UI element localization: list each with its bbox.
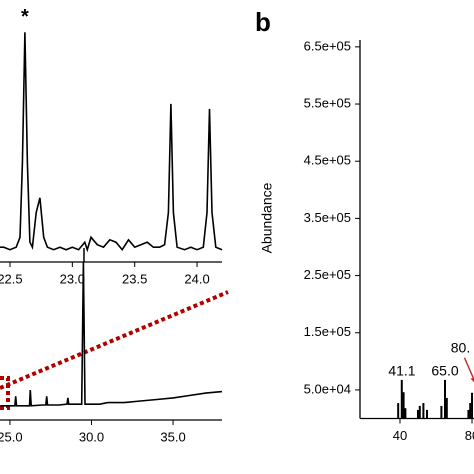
bar (440, 405, 443, 419)
x-tick-label: 25.0 (0, 429, 23, 444)
annotation: 80. (451, 339, 470, 355)
panel-label: b (255, 7, 271, 37)
bar (444, 379, 447, 419)
y-tick-label: 5.0e+04 (304, 381, 351, 396)
x-tick-label: 40 (393, 428, 407, 443)
x-tick-label: 23.5 (122, 271, 147, 286)
x-tick-label: 80 (465, 428, 474, 443)
arrow (463, 357, 474, 382)
bar (467, 409, 470, 419)
bar (422, 403, 425, 419)
x-tick-label: 24.0 (184, 271, 209, 286)
bar (471, 392, 474, 419)
bar (402, 392, 405, 419)
y-axis-label: Abundance (259, 182, 275, 253)
annotation: 65.0 (431, 362, 458, 378)
x-tick-label: 22.5 (0, 271, 23, 286)
y-tick-label: 3.5e+05 (304, 210, 351, 225)
y-tick-label: 1.5e+05 (304, 324, 351, 339)
zoom-box (0, 376, 10, 410)
bar (469, 403, 472, 419)
bar (404, 408, 407, 419)
bar (416, 409, 419, 419)
trace (0, 32, 223, 253)
x-tick-label: 30.0 (79, 429, 104, 444)
y-tick-label: 4.5e+05 (304, 153, 351, 168)
bar (397, 403, 400, 419)
x-tick-label: 35.0 (160, 429, 185, 444)
x-tick-label: 23.0 (60, 271, 85, 286)
bar (445, 397, 448, 419)
arrow-head (470, 377, 474, 383)
y-tick-label: 2.5e+05 (304, 267, 351, 282)
bar (425, 409, 428, 419)
trace (0, 261, 223, 407)
bar (400, 379, 403, 419)
zoom-guide (0, 290, 229, 390)
y-tick-label: 6.5e+05 (304, 38, 351, 53)
annotation: * (21, 6, 29, 28)
bar (418, 405, 421, 419)
annotation: 41.1 (388, 362, 415, 378)
y-tick-label: 5.5e+05 (304, 95, 351, 110)
